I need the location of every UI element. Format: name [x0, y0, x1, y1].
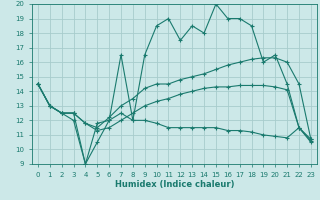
- X-axis label: Humidex (Indice chaleur): Humidex (Indice chaleur): [115, 180, 234, 189]
